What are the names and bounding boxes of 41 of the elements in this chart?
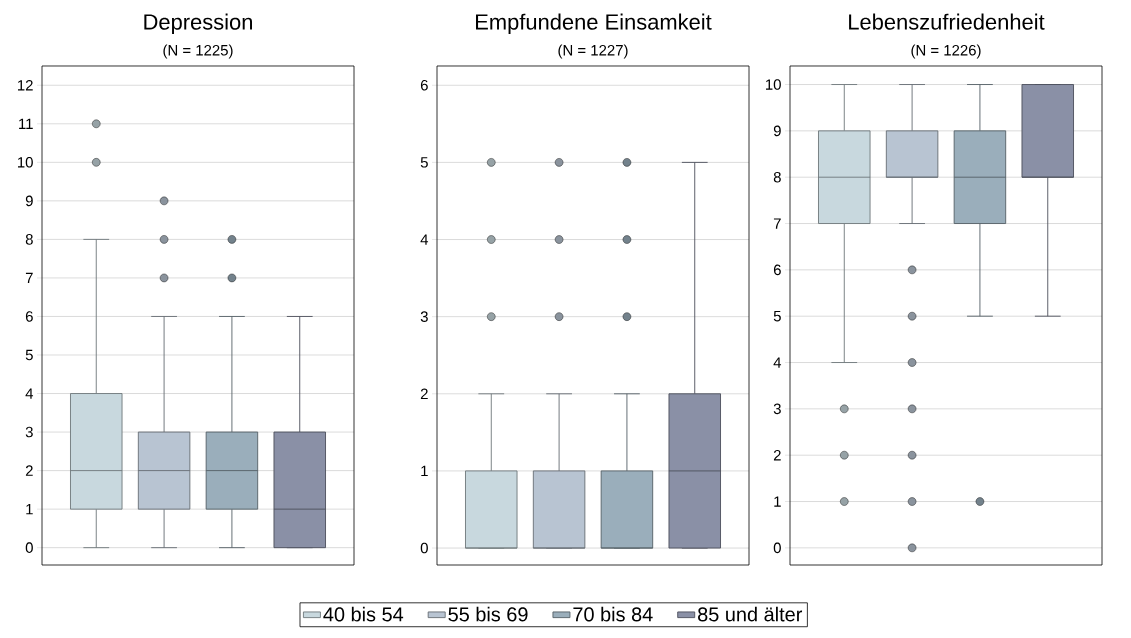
y-tick-label: 4: [773, 357, 782, 368]
y-tick-label: 6: [773, 264, 781, 276]
legend-label: 85 und älter: [698, 606, 803, 622]
y-tick-label: 1: [774, 496, 781, 507]
legend-label: 55 bis 69: [448, 606, 528, 622]
y-tick-label: 7: [25, 272, 33, 284]
y-tick-label: 0: [773, 542, 781, 554]
y-tick-label: 1: [421, 465, 428, 477]
chart-subtitle: (N = 1225): [163, 44, 233, 59]
y-tick-label: 7: [773, 218, 781, 229]
y-tick-label: 5: [420, 157, 428, 168]
y-tick-label: 6: [420, 79, 428, 91]
y-tick-label: 6: [25, 311, 33, 322]
legend-label: 40 bis 54: [323, 606, 404, 622]
y-tick-label: 9: [773, 125, 781, 137]
y-tick-label: 3: [773, 403, 781, 415]
y-tick-label: 3: [25, 426, 33, 438]
chart-subtitle: (N = 1226): [911, 44, 981, 59]
chart-subtitle: (N = 1227): [558, 44, 628, 59]
chart-title: Empfundene Einsamkeit: [476, 13, 712, 35]
y-tick-label: 0: [25, 542, 33, 553]
y-tick-label: 10: [766, 79, 781, 90]
legend-label: 70 bis 84: [573, 606, 653, 622]
y-tick-label: 5: [773, 310, 781, 322]
y-tick-label: 3: [420, 311, 428, 322]
y-tick-label: 9: [25, 195, 33, 207]
y-tick-label: 1: [26, 503, 33, 515]
y-tick-label: 4: [25, 388, 34, 399]
y-tick-label: 5: [25, 349, 33, 361]
chart-title: Depression: [144, 13, 252, 35]
y-tick-label: 2: [420, 388, 428, 399]
y-tick-label: 8: [773, 171, 781, 183]
y-tick-label: 2: [25, 465, 33, 476]
y-tick-label: 12: [18, 80, 33, 91]
y-tick-label: 8: [25, 234, 33, 245]
y-tick-label: 11: [19, 118, 33, 129]
chart-title: Lebenszufriedenheit: [849, 13, 1045, 30]
y-tick-label: 4: [420, 234, 429, 245]
y-tick-label: 10: [18, 157, 33, 168]
y-tick-label: 2: [773, 449, 781, 461]
y-tick-label: 0: [420, 542, 428, 554]
